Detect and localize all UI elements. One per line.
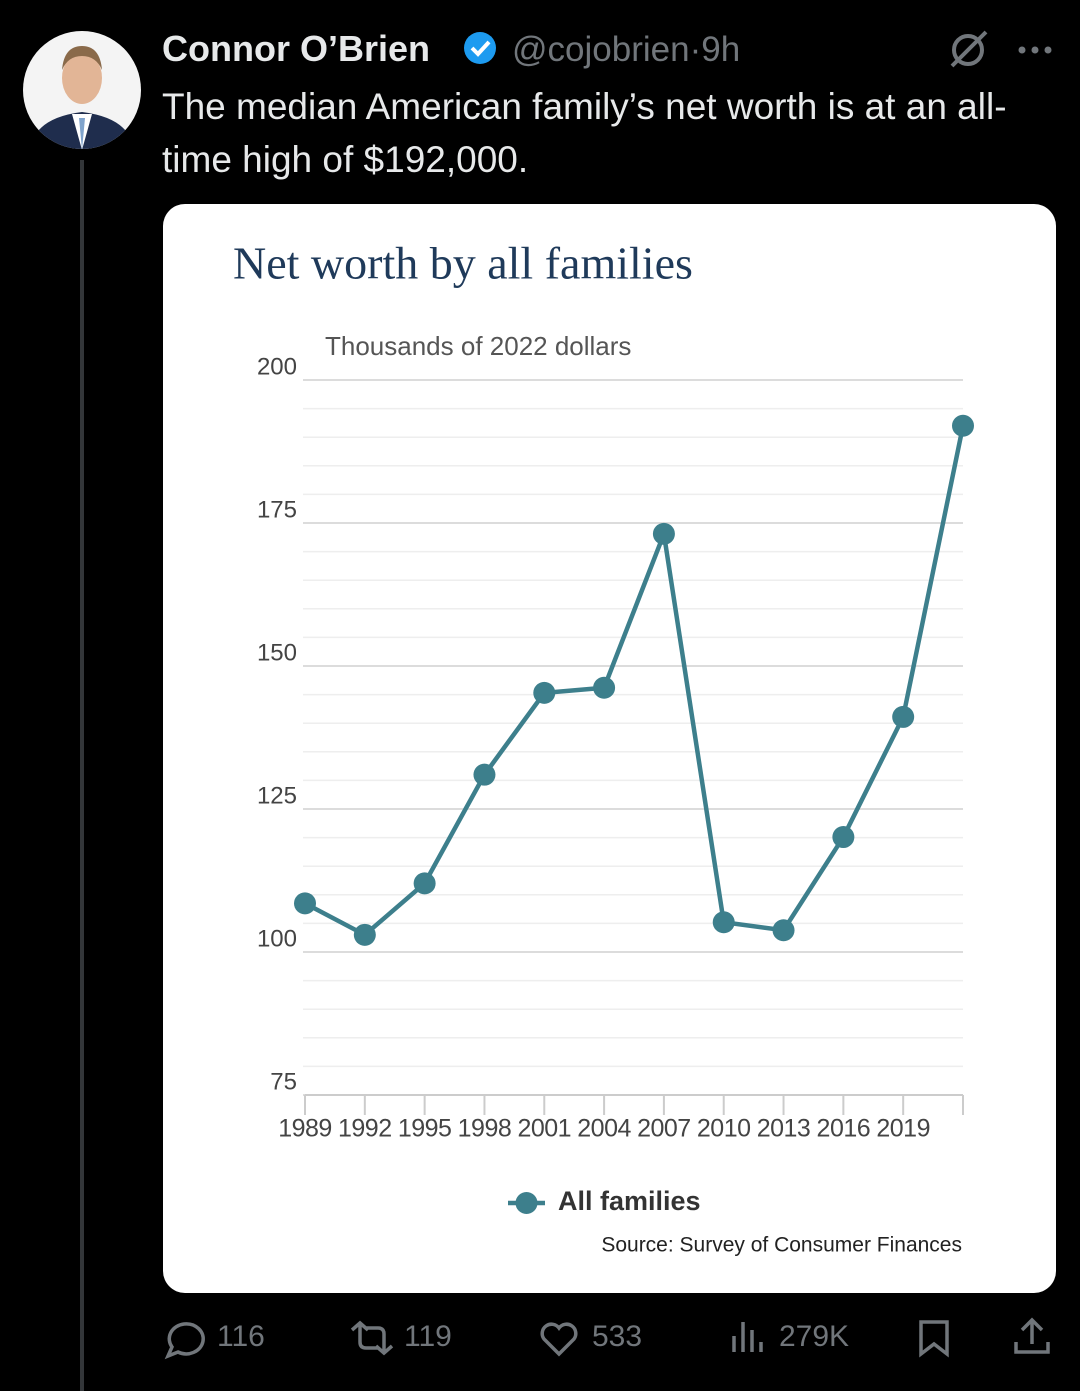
source: Source: Survey of Consumer Finances [601,1234,962,1257]
x-tick-label: 1995 [398,1115,452,1143]
avatar[interactable] [23,31,141,150]
legend-label: All families [558,1186,701,1216]
data-point [832,826,855,849]
y-tick-label: 125 [257,782,297,809]
view-count: 279K [779,1320,850,1353]
verified-badge [464,32,496,64]
handle-line: @cojobrien·9h [512,30,740,70]
y-tick-label: 150 [257,639,297,666]
data-point [712,911,735,934]
x-tick-label: 2001 [517,1115,571,1143]
x-tick-label: 2013 [757,1115,811,1143]
chart-title: Net worth by all families [233,238,693,289]
repost-icon[interactable] [350,1320,394,1356]
x-tick-label: 1998 [458,1115,512,1143]
data-point [473,763,496,786]
x-tick-label: 1989 [278,1115,332,1143]
data-point [892,705,915,728]
y-tick-label: 200 [257,353,297,380]
time[interactable]: 9h [701,30,741,69]
data-point [413,872,436,895]
data-point [952,414,974,437]
views-icon[interactable] [732,1322,763,1352]
separator: · [689,30,702,69]
grok-icon[interactable] [950,30,988,68]
author-name[interactable]: Connor O’Brien [162,28,430,69]
chart-subtitle: Thousands of 2022 dollars [325,331,631,361]
data-point [353,923,376,946]
legend-marker [515,1192,538,1214]
bookmark-icon[interactable] [919,1320,949,1358]
data-point [593,676,616,699]
x-tick-label: 2016 [817,1115,871,1143]
share-icon[interactable] [1014,1317,1050,1354]
handle[interactable]: @cojobrien [512,30,690,69]
y-tick-label: 75 [270,1068,297,1095]
series-line [303,425,966,938]
like-icon[interactable] [540,1322,578,1357]
x-tick-label: 1992 [338,1115,392,1143]
data-point [772,919,795,942]
data-point [652,522,675,545]
y-tick-label: 100 [257,925,297,952]
y-tick-label: 175 [257,496,297,523]
like-count: 533 [592,1320,643,1353]
tweet-text: The median American family’s net worth i… [162,86,1007,180]
more-icon[interactable] [1018,46,1052,54]
x-tick-label: 2019 [876,1115,930,1143]
x-tick-label: 2004 [577,1115,631,1143]
repost-count: 119 [404,1320,452,1353]
chart: Net worth by all families Thousands of 2… [163,204,1056,1293]
x-tick-label: 2007 [637,1115,691,1143]
x-tick-label: 2010 [697,1115,751,1143]
reply-icon[interactable] [164,1322,205,1360]
card-background [163,204,1056,1293]
reply-count: 116 [217,1320,265,1353]
data-point [533,681,556,704]
data-point [294,892,316,915]
